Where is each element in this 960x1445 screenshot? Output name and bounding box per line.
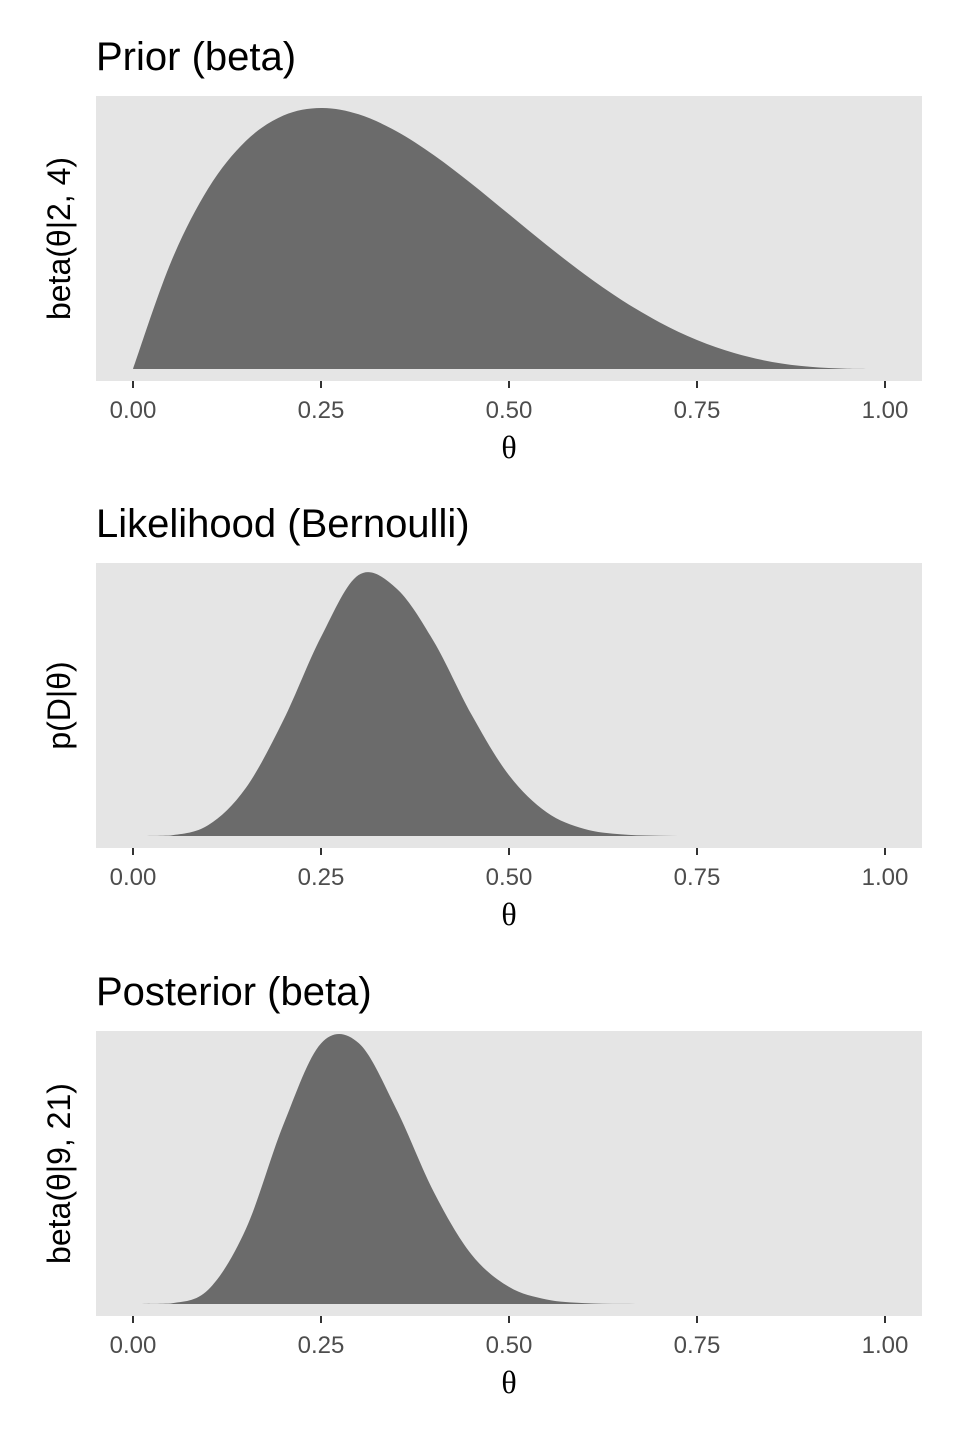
chart-panel-3: Posterior (beta) 0.00 0.25 0.50 0.75 1.00 θ bet… (41, 970, 922, 1400)
x-tick-label: 0.50 (486, 397, 533, 424)
density-area (133, 107, 885, 369)
density-area (133, 1034, 885, 1304)
y-axis-title: beta(θ|2, 4) (41, 157, 77, 320)
x-axis-title: θ (501, 1364, 516, 1400)
x-tick-label: 0.50 (486, 1332, 533, 1359)
x-tick-label: 0.25 (298, 397, 345, 424)
x-axis-title: θ (501, 896, 516, 932)
x-tick-label: 1.00 (862, 864, 909, 891)
chart-title: Likelihood (Bernoulli) (96, 502, 470, 546)
x-axis: 0.00 0.25 0.50 0.75 1.00 (110, 848, 909, 891)
x-tick-label: 0.50 (486, 864, 533, 891)
chart-title: Posterior (beta) (96, 970, 372, 1014)
x-tick-label: 0.00 (110, 864, 157, 891)
x-tick-label: 0.00 (110, 1332, 157, 1359)
plot-panel (96, 1031, 922, 1316)
x-tick-label: 0.00 (110, 397, 157, 424)
x-tick-label: 0.75 (674, 1332, 721, 1359)
density-area (133, 572, 885, 836)
x-tick-label: 0.25 (298, 864, 345, 891)
y-axis-title: beta(θ|9, 21) (41, 1083, 77, 1264)
x-axis-title: θ (501, 429, 516, 465)
chart-panel-1: Prior (beta) 0.00 0.25 0.50 0.75 1.00 θ beta(θ|… (41, 35, 922, 465)
x-tick-label: 0.25 (298, 1332, 345, 1359)
x-axis: 0.00 0.25 0.50 0.75 1.00 (110, 381, 909, 424)
x-tick-label: 0.75 (674, 397, 721, 424)
x-tick-label: 1.00 (862, 397, 909, 424)
y-axis-title: p(D|θ) (41, 661, 77, 749)
x-tick-label: 0.75 (674, 864, 721, 891)
chart-title: Prior (beta) (96, 35, 296, 79)
x-axis: 0.00 0.25 0.50 0.75 1.00 (110, 1316, 909, 1359)
chart-panel-2: Likelihood (Bernoulli) 0.00 0.25 0.50 0.75 1.… (41, 502, 922, 932)
x-tick-label: 1.00 (862, 1332, 909, 1359)
